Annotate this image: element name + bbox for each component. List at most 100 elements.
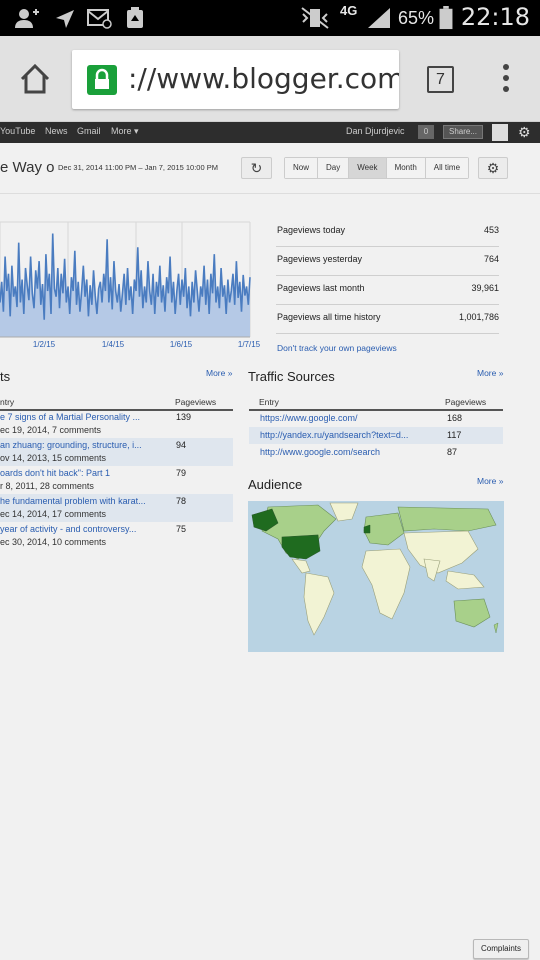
signal-icon	[368, 8, 390, 28]
stat-value: 39,961	[471, 283, 499, 293]
battery-icon	[439, 6, 453, 30]
post-meta: ec 14, 2014, 17 comments	[0, 509, 107, 519]
posts-table-header: ntry Pageviews	[0, 394, 233, 411]
settings-button[interactable]: ⚙	[478, 157, 508, 179]
gbar-link-gmail[interactable]: Gmail	[77, 126, 101, 136]
source-url[interactable]: http://www.google.com/search	[260, 447, 381, 457]
post-views: 78	[176, 496, 187, 506]
stat-label: Pageviews today	[277, 225, 346, 235]
tab-switcher-button[interactable]: 7	[427, 66, 454, 93]
avatar[interactable]	[492, 124, 508, 141]
overflow-menu-icon[interactable]	[496, 64, 516, 96]
post-meta: ec 30, 2014, 10 comments	[0, 537, 107, 547]
map-central-america	[291, 558, 311, 574]
stat-label: Pageviews all time history	[277, 312, 381, 322]
map-asia	[403, 530, 479, 574]
gbar-link-youtube[interactable]: YouTube	[0, 126, 36, 136]
post-meta: ec 19, 2014, 7 comments	[0, 425, 102, 435]
x-tick-label: 1/2/15	[33, 340, 56, 349]
stat-value: 453	[483, 225, 499, 235]
table-row[interactable]: http://yandex.ru/yandsearch?text=d... 11…	[249, 427, 503, 444]
source-url[interactable]: http://yandex.ru/yandsearch?text=d...	[260, 430, 409, 440]
table-row[interactable]: e 7 signs of a Martial Personality ... e…	[0, 410, 233, 438]
gbar-link-news[interactable]: News	[45, 126, 68, 136]
gbar-link-more[interactable]: More ▾	[111, 126, 139, 136]
address-bar[interactable]: ://www.blogger.com/b	[72, 50, 399, 109]
post-title[interactable]: oards don't hit back": Part 1	[0, 468, 110, 478]
clock: 22:18	[460, 3, 530, 31]
complaints-button[interactable]: Complaints	[473, 939, 529, 959]
audience-title: Audience	[248, 477, 303, 492]
col-pageviews: Pageviews	[445, 397, 487, 407]
table-row[interactable]: he fundamental problem with karat... ec …	[0, 494, 233, 522]
post-views: 75	[176, 524, 187, 534]
google-bar: YouTube News Gmail More ▾ Dan Djurdjevic…	[0, 122, 540, 143]
source-views: 117	[447, 430, 462, 440]
col-pageviews: Pageviews	[175, 397, 217, 407]
stat-row-all-time: Pageviews all time history 1,001,786	[276, 305, 499, 334]
pageviews-chart: 1/2/15 1/4/15 1/6/15 1/7/15	[0, 221, 261, 349]
map-uk	[363, 524, 371, 534]
share-button[interactable]: Share...	[443, 125, 483, 139]
table-row[interactable]: http://www.google.com/search 87	[249, 444, 503, 461]
post-views: 139	[176, 412, 192, 422]
notification-count[interactable]: 0	[418, 125, 434, 139]
stat-row-yesterday: Pageviews yesterday 764	[276, 247, 499, 276]
divider	[0, 193, 540, 194]
traffic-title: Traffic Sources	[248, 369, 335, 384]
refresh-icon: ↻	[250, 160, 263, 176]
status-bar: 4G 65% 22:18	[0, 0, 540, 36]
post-title[interactable]: he fundamental problem with karat...	[0, 496, 146, 506]
post-title[interactable]: an zhuang: grounding, structure, i...	[0, 440, 142, 450]
post-title[interactable]: e 7 signs of a Martial Personality ...	[0, 412, 141, 422]
range-day-button[interactable]: Day	[318, 158, 350, 178]
table-row[interactable]: oards don't hit back": Part 1 r 8, 2011,…	[0, 466, 233, 494]
range-month-button[interactable]: Month	[386, 158, 426, 178]
range-alltime-button[interactable]: All time	[425, 158, 469, 178]
x-tick-label: 1/6/15	[170, 340, 193, 349]
map-africa	[361, 548, 411, 620]
location-arrow-icon	[56, 10, 74, 28]
add-contact-icon	[15, 9, 39, 28]
map-alaska	[251, 508, 279, 532]
source-url[interactable]: https://www.google.com/	[260, 413, 358, 423]
traffic-table-header: Entry Pageviews	[249, 394, 503, 411]
map-southeast-asia	[445, 570, 485, 590]
table-row[interactable]: year of activity - and controversy... ec…	[0, 522, 233, 550]
post-views: 94	[176, 440, 187, 450]
network-type: 4G	[340, 3, 358, 18]
map-usa	[281, 534, 321, 560]
user-name[interactable]: Dan Djurdjevic	[346, 126, 405, 136]
stat-value: 764	[483, 254, 499, 264]
date-range: Dec 31, 2014 11:00 PM – Jan 7, 2015 10:0…	[58, 163, 218, 172]
stat-row-today: Pageviews today 453	[276, 218, 499, 247]
traffic-more-link[interactable]: More »	[477, 368, 504, 378]
email-icon	[87, 9, 112, 29]
range-selector: Now Day Week Month All time	[284, 157, 470, 179]
dont-track-link[interactable]: Don't track your own pageviews	[277, 343, 397, 353]
gear-icon: ⚙	[486, 160, 500, 176]
post-title[interactable]: year of activity - and controversy...	[0, 524, 137, 534]
home-icon[interactable]	[18, 62, 52, 96]
source-views: 168	[447, 413, 463, 423]
muted-vibrate-icon	[301, 7, 329, 29]
recycle-icon	[127, 7, 143, 28]
post-meta: r 8, 2011, 28 comments	[0, 481, 94, 491]
map-australia	[453, 598, 491, 628]
battery-percent: 65%	[397, 8, 434, 28]
range-week-button[interactable]: Week	[349, 158, 387, 178]
posts-title: ts	[0, 369, 11, 384]
stat-label: Pageviews last month	[277, 283, 365, 293]
map-greenland	[329, 502, 359, 522]
url-text[interactable]: ://www.blogger.com/b	[128, 62, 399, 95]
table-row[interactable]: an zhuang: grounding, structure, i... ov…	[0, 438, 233, 466]
gear-icon[interactable]: ⚙	[518, 124, 531, 140]
audience-world-map[interactable]	[248, 501, 504, 652]
col-entry: Entry	[259, 397, 279, 407]
refresh-button[interactable]: ↻	[241, 157, 272, 179]
source-views: 87	[447, 447, 458, 457]
posts-more-link[interactable]: More »	[206, 368, 233, 378]
range-now-button[interactable]: Now	[285, 158, 319, 178]
table-row[interactable]: https://www.google.com/ 168	[249, 410, 503, 427]
audience-more-link[interactable]: More »	[477, 476, 504, 486]
